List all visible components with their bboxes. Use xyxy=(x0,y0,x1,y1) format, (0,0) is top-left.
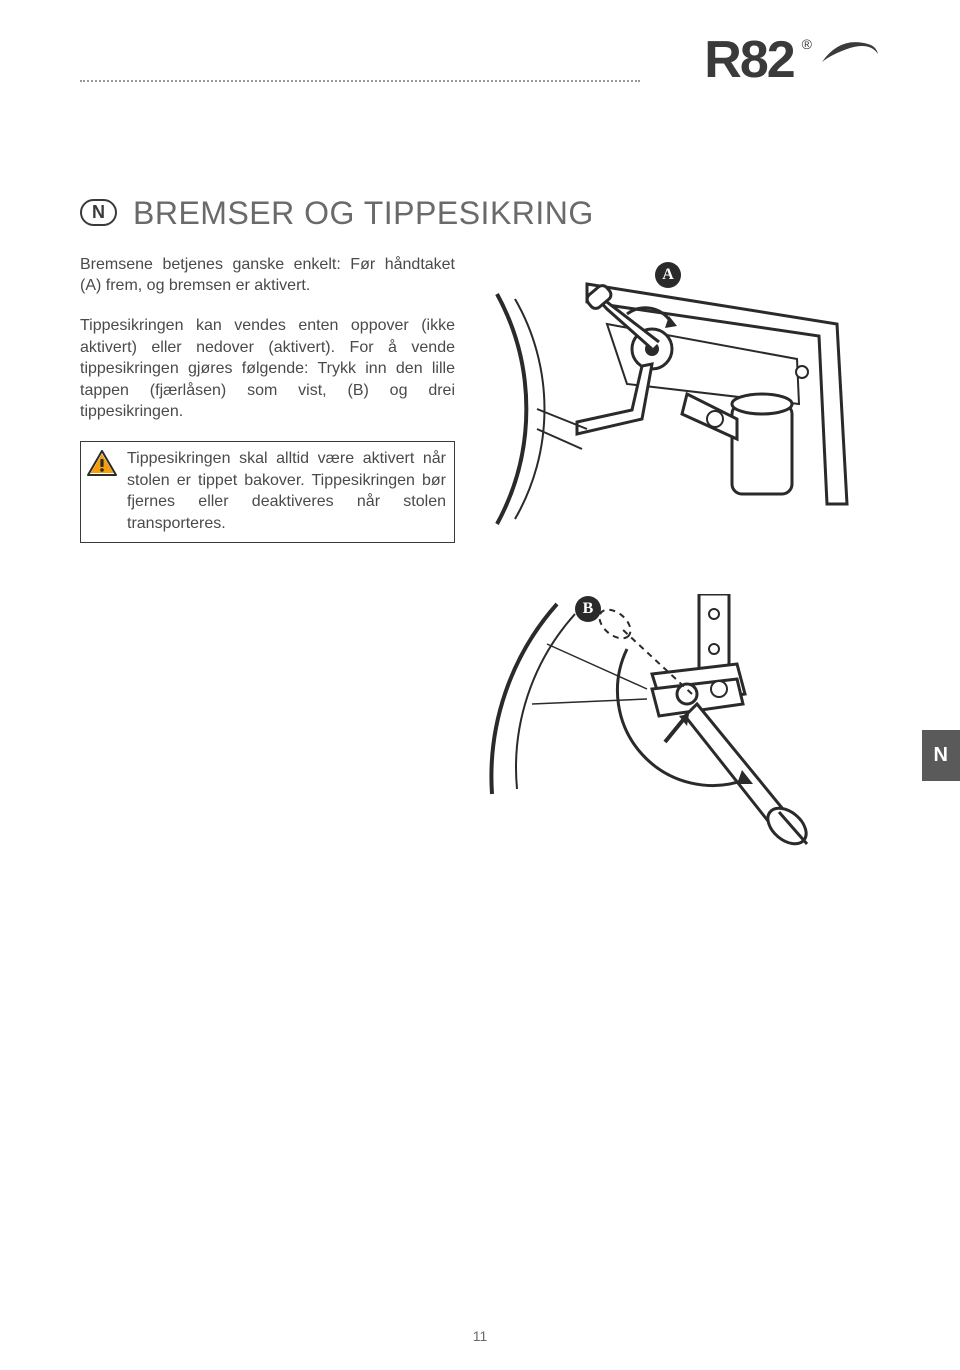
figure-a-label: A xyxy=(655,262,681,288)
logo-swoosh-icon xyxy=(820,34,880,74)
title-row: N BREMSER OG TIPPESIKRING xyxy=(80,195,880,232)
main-content: N BREMSER OG TIPPESIKRING Bremsene betje… xyxy=(80,195,880,874)
side-tab: N xyxy=(922,730,960,781)
warning-box: Tippesikringen skal alltid være aktivert… xyxy=(80,441,455,543)
page-number: 11 xyxy=(473,1328,488,1344)
section-letter-badge: N xyxy=(80,199,117,226)
warning-text: Tippesikringen skal alltid være aktivert… xyxy=(127,448,446,534)
figure-a-drawing xyxy=(487,254,867,534)
content-columns: Bremsene betjenes ganske enkelt: Før hån… xyxy=(80,254,880,874)
figure-b-drawing xyxy=(487,594,867,874)
logo-text: R82 xyxy=(704,30,793,90)
figure-b-label: B xyxy=(575,596,601,622)
paragraph-2: Tippesikringen kan vendes enten oppover … xyxy=(80,315,455,423)
figure-column: A xyxy=(487,254,867,874)
paragraph-1: Bremsene betjenes ganske enkelt: Før hån… xyxy=(80,254,455,297)
warning-triangle-icon xyxy=(87,450,117,476)
header-dotted-line xyxy=(80,80,640,82)
logo-registered: ® xyxy=(802,36,812,52)
figure-b: B xyxy=(487,594,867,874)
section-title: BREMSER OG TIPPESIKRING xyxy=(133,195,594,232)
brand-logo: R82 ® xyxy=(704,30,880,90)
figure-a: A xyxy=(487,254,867,534)
text-column: Bremsene betjenes ganske enkelt: Før hån… xyxy=(80,254,455,874)
